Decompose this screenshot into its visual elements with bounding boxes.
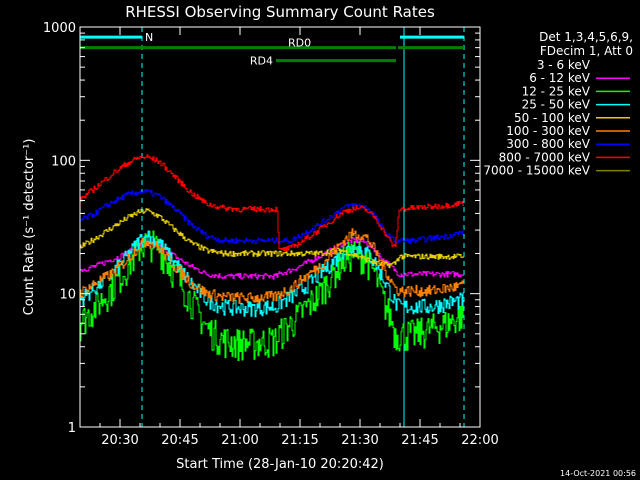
status-bar-label-2: RD0: [288, 37, 311, 50]
x-tick-label: 21:30: [341, 433, 378, 448]
x-tick-label: 22:00: [461, 433, 498, 448]
legend-label-3: 25 - 50 keV: [522, 98, 591, 112]
plot-frame: [79, 26, 481, 428]
legend-label-2: 12 - 25 keV: [522, 84, 591, 98]
x-axis: 20:30 20:45 21:00 21:15 21:30 21:45 22:00: [99, 27, 499, 448]
x-tick-label: 21:15: [281, 433, 318, 448]
annotation-layer: N RD0 RD4: [79, 27, 465, 427]
y-tick-label: 1: [68, 421, 76, 436]
x-tick-label: 20:30: [101, 433, 138, 448]
status-bar-label-4: RD4: [250, 55, 273, 68]
status-bar-label-0: N: [145, 31, 153, 44]
legend-label-7: 800 - 7000 keV: [499, 150, 591, 164]
chart-title: RHESSI Observing Summary Count Rates: [125, 3, 435, 21]
y-tick-label: 100: [51, 154, 76, 169]
series-line-7: [79, 154, 464, 252]
legend-label-4: 50 - 100 keV: [514, 111, 591, 125]
y-axis: 1 10 100 1000: [43, 21, 480, 436]
y-axis-label: Count Rate (s⁻¹ detector⁻¹): [22, 139, 37, 316]
series-line-6: [79, 189, 464, 245]
x-tick-label: 20:45: [161, 433, 198, 448]
y-tick-label: 1000: [43, 21, 76, 36]
legend-label-0: 3 - 6 keV: [537, 58, 591, 72]
series-line-4: [79, 208, 464, 269]
x-tick-label: 21:00: [221, 433, 258, 448]
legend-label-8: 7000 - 15000 keV: [483, 164, 590, 178]
series-line-2: [79, 230, 464, 361]
legend-header-line-2: FDecim 1, Att 0: [540, 44, 633, 58]
y-tick-label: 10: [59, 288, 76, 303]
legend-label-5: 100 - 300 keV: [506, 124, 590, 138]
x-tick-label: 21:45: [401, 433, 438, 448]
legend-label-6: 300 - 800 keV: [506, 137, 590, 151]
legend-label-1: 6 - 12 keV: [529, 71, 591, 85]
legend-header-line-1: Det 1,3,4,5,6,9,: [539, 30, 633, 44]
series-layer: [79, 154, 464, 361]
legend: Det 1,3,4,5,6,9, FDecim 1, Att 0 3 - 6 k…: [483, 30, 633, 178]
series-line-5: [79, 228, 464, 304]
x-axis-label: Start Time (28-Jan-10 20:20:42): [176, 457, 384, 472]
footer-date: 14-Oct-2021 00:56: [560, 469, 636, 478]
